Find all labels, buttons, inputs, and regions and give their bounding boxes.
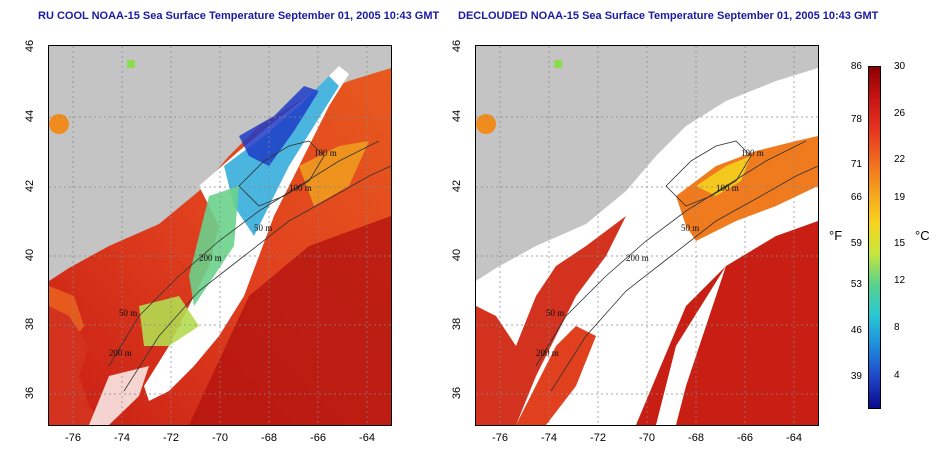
lat-label-right-42: 42 [451,179,463,193]
lat-label-left-36: 36 [24,386,36,400]
lon-label-left-64: -64 [359,432,375,444]
contour-label-right-3: 50 m [681,223,699,233]
fahrenheit-unit-label: °F [829,228,843,243]
contour-label-right-1: 100 m [741,148,764,158]
sst-map-right[interactable]: 100 m 100 m 50 m 200 m 50 m 200 m [475,45,819,426]
lat-label-right-44: 44 [451,109,463,123]
cb-c-19: 19 [894,192,906,203]
lat-label-left-40: 40 [24,248,36,262]
lon-label-left-76: -76 [65,432,81,444]
cb-f-53: 53 [850,279,862,290]
lon-label-right-70: -70 [639,432,655,444]
contour-label-right-2: 100 m [716,183,739,193]
sst-map-left[interactable]: 100 m 100 m 50 m 200 m 50 m 200 m [48,45,392,426]
lat-label-right-40: 40 [451,248,463,262]
lon-label-right-64: -64 [786,432,802,444]
contour-label-right-5: 50 m [546,308,564,318]
cb-c-8: 8 [894,322,900,333]
contour-label-left-4: 200 m [199,253,222,263]
contour-label-right-6: 200 m [536,348,559,358]
sst-map-left-graphic: 100 m 100 m 50 m 200 m 50 m 200 m [49,46,391,425]
temperature-colorbar [868,66,881,409]
lon-label-right-68: -68 [688,432,704,444]
cb-c-15: 15 [894,238,906,249]
lon-label-left-68: -68 [261,432,277,444]
contour-label-left-1: 100 m [314,148,337,158]
cb-c-22: 22 [894,154,906,165]
lon-label-left-70: -70 [212,432,228,444]
lat-label-right-36: 36 [451,386,463,400]
lon-label-right-66: -66 [737,432,753,444]
cb-c-26: 26 [894,108,906,119]
cb-f-46: 46 [850,325,862,336]
cb-c-30: 30 [894,61,906,72]
lat-label-left-42: 42 [24,179,36,193]
lat-label-left-46: 46 [24,39,36,53]
lat-label-right-46: 46 [451,39,463,53]
lon-label-left-66: -66 [310,432,326,444]
lon-label-right-74: -74 [541,432,557,444]
cb-f-71: 71 [850,159,862,170]
contour-label-left-6: 200 m [109,348,132,358]
lon-label-right-76: -76 [492,432,508,444]
lon-label-left-72: -72 [163,432,179,444]
cb-c-4: 4 [894,370,900,381]
panel-title-left: RU COOL NOAA-15 Sea Surface Temperature … [38,10,440,22]
cb-c-12: 12 [894,275,906,286]
panel-title-right: DECLOUDED NOAA-15 Sea Surface Temperatur… [458,10,879,22]
contour-label-left-5: 50 m [119,308,137,318]
contour-label-left-3: 50 m [254,223,272,233]
cb-f-86: 86 [850,61,862,72]
lon-label-left-74: -74 [114,432,130,444]
lat-label-left-44: 44 [24,109,36,123]
sst-map-right-graphic: 100 m 100 m 50 m 200 m 50 m 200 m [476,46,818,425]
lat-label-right-38: 38 [451,317,463,331]
contour-label-left-2: 100 m [289,183,312,193]
cb-f-59: 59 [850,238,862,249]
cb-f-78: 78 [850,114,862,125]
lat-label-left-38: 38 [24,317,36,331]
celsius-unit-label: °C [915,228,930,243]
cb-f-66: 66 [850,192,862,203]
cb-f-39: 39 [850,371,862,382]
lon-label-right-72: -72 [590,432,606,444]
contour-label-right-4: 200 m [626,253,649,263]
